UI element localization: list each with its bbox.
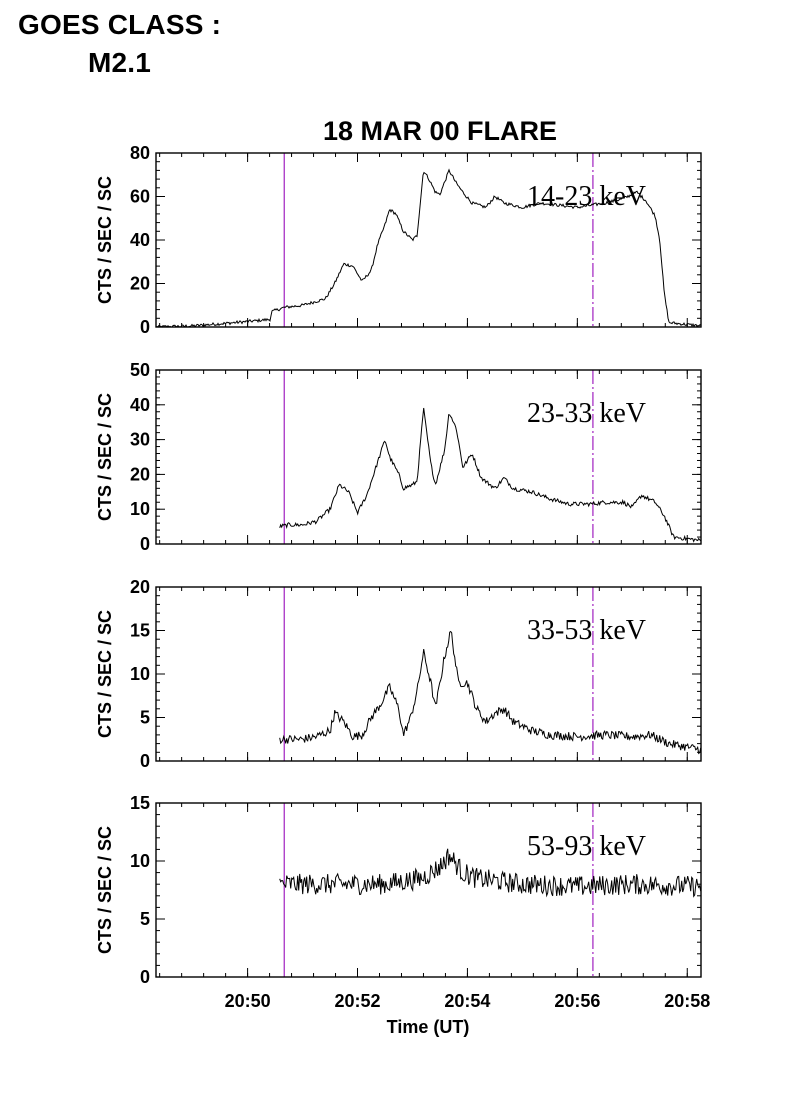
y-tick-label: 50 (130, 360, 150, 380)
energy-band-label: 14-23 keV (527, 181, 646, 212)
y-tick-label: 5 (140, 708, 150, 728)
panel-3: 0 5 10 15 20 CTS / SEC / SC 33-53 keV (95, 577, 702, 771)
y-tick-label: 80 (130, 143, 150, 163)
y-tick-label: 0 (140, 317, 150, 337)
energy-band-label: 53-93 keV (527, 831, 646, 862)
y-axis-title: CTS / SEC / SC (95, 176, 115, 304)
y-tick-label: 15 (130, 793, 150, 813)
y-tick-label: 5 (140, 909, 150, 929)
panel-frame (155, 152, 702, 328)
y-tick-label: 60 (130, 187, 150, 207)
count-rate-trace (279, 630, 702, 755)
panel-2: 0 10 20 30 40 50 CTS / SEC / SC 23-33 keV (95, 360, 702, 554)
y-tick-label: 20 (130, 274, 150, 294)
x-tick-label: 20:50 (225, 991, 271, 1011)
y-tick-label: 10 (130, 499, 150, 519)
goes-class-heading: GOES CLASS : (18, 9, 222, 40)
y-tick-label: 0 (140, 534, 150, 554)
panel-1: 0 20 40 60 80 CTS / SEC / SC 14-23 keV (95, 143, 702, 337)
panel-4: 0 5 10 15 CTS / SEC / SC 53-93 keV 20:50 20:52 2… (95, 793, 710, 1011)
goes-class-label: GOES CLASS : M2.1 (18, 6, 221, 82)
y-tick-label: 0 (140, 751, 150, 771)
y-tick-label: 10 (130, 851, 150, 871)
energy-band-label: 23-33 keV (527, 398, 646, 429)
x-axis-title: Time (UT) (387, 1017, 470, 1037)
chart-title: 18 MAR 00 FLARE (323, 116, 557, 146)
energy-band-label: 33-53 keV (527, 615, 646, 646)
y-tick-label: 20 (130, 577, 150, 597)
y-tick-label: 15 (130, 621, 150, 641)
y-tick-label: 30 (130, 430, 150, 450)
y-tick-label: 40 (130, 230, 150, 250)
y-tick-label: 40 (130, 395, 150, 415)
x-tick-label: 20:58 (664, 991, 710, 1011)
chart-panels: 0 20 40 60 80 CTS / SEC / SC 14-23 keV 0 10 20 30 4… (95, 143, 710, 1011)
goes-class-value: M2.1 (88, 47, 152, 78)
y-tick-label: 20 (130, 464, 150, 484)
y-tick-label: 10 (130, 664, 150, 684)
x-tick-label: 20:54 (444, 991, 490, 1011)
y-axis-title: CTS / SEC / SC (95, 393, 115, 521)
count-rate-trace (279, 848, 702, 898)
y-tick-label: 0 (140, 967, 150, 987)
x-tick-label: 20:52 (334, 991, 380, 1011)
panel-frame (155, 369, 702, 545)
panel-frame (155, 802, 702, 978)
count-rate-trace (155, 168, 702, 328)
y-axis-title: CTS / SEC / SC (95, 610, 115, 738)
count-rate-trace (279, 407, 702, 543)
y-axis-title: CTS / SEC / SC (95, 826, 115, 954)
panel-frame (155, 586, 702, 762)
x-tick-label: 20:56 (554, 991, 600, 1011)
